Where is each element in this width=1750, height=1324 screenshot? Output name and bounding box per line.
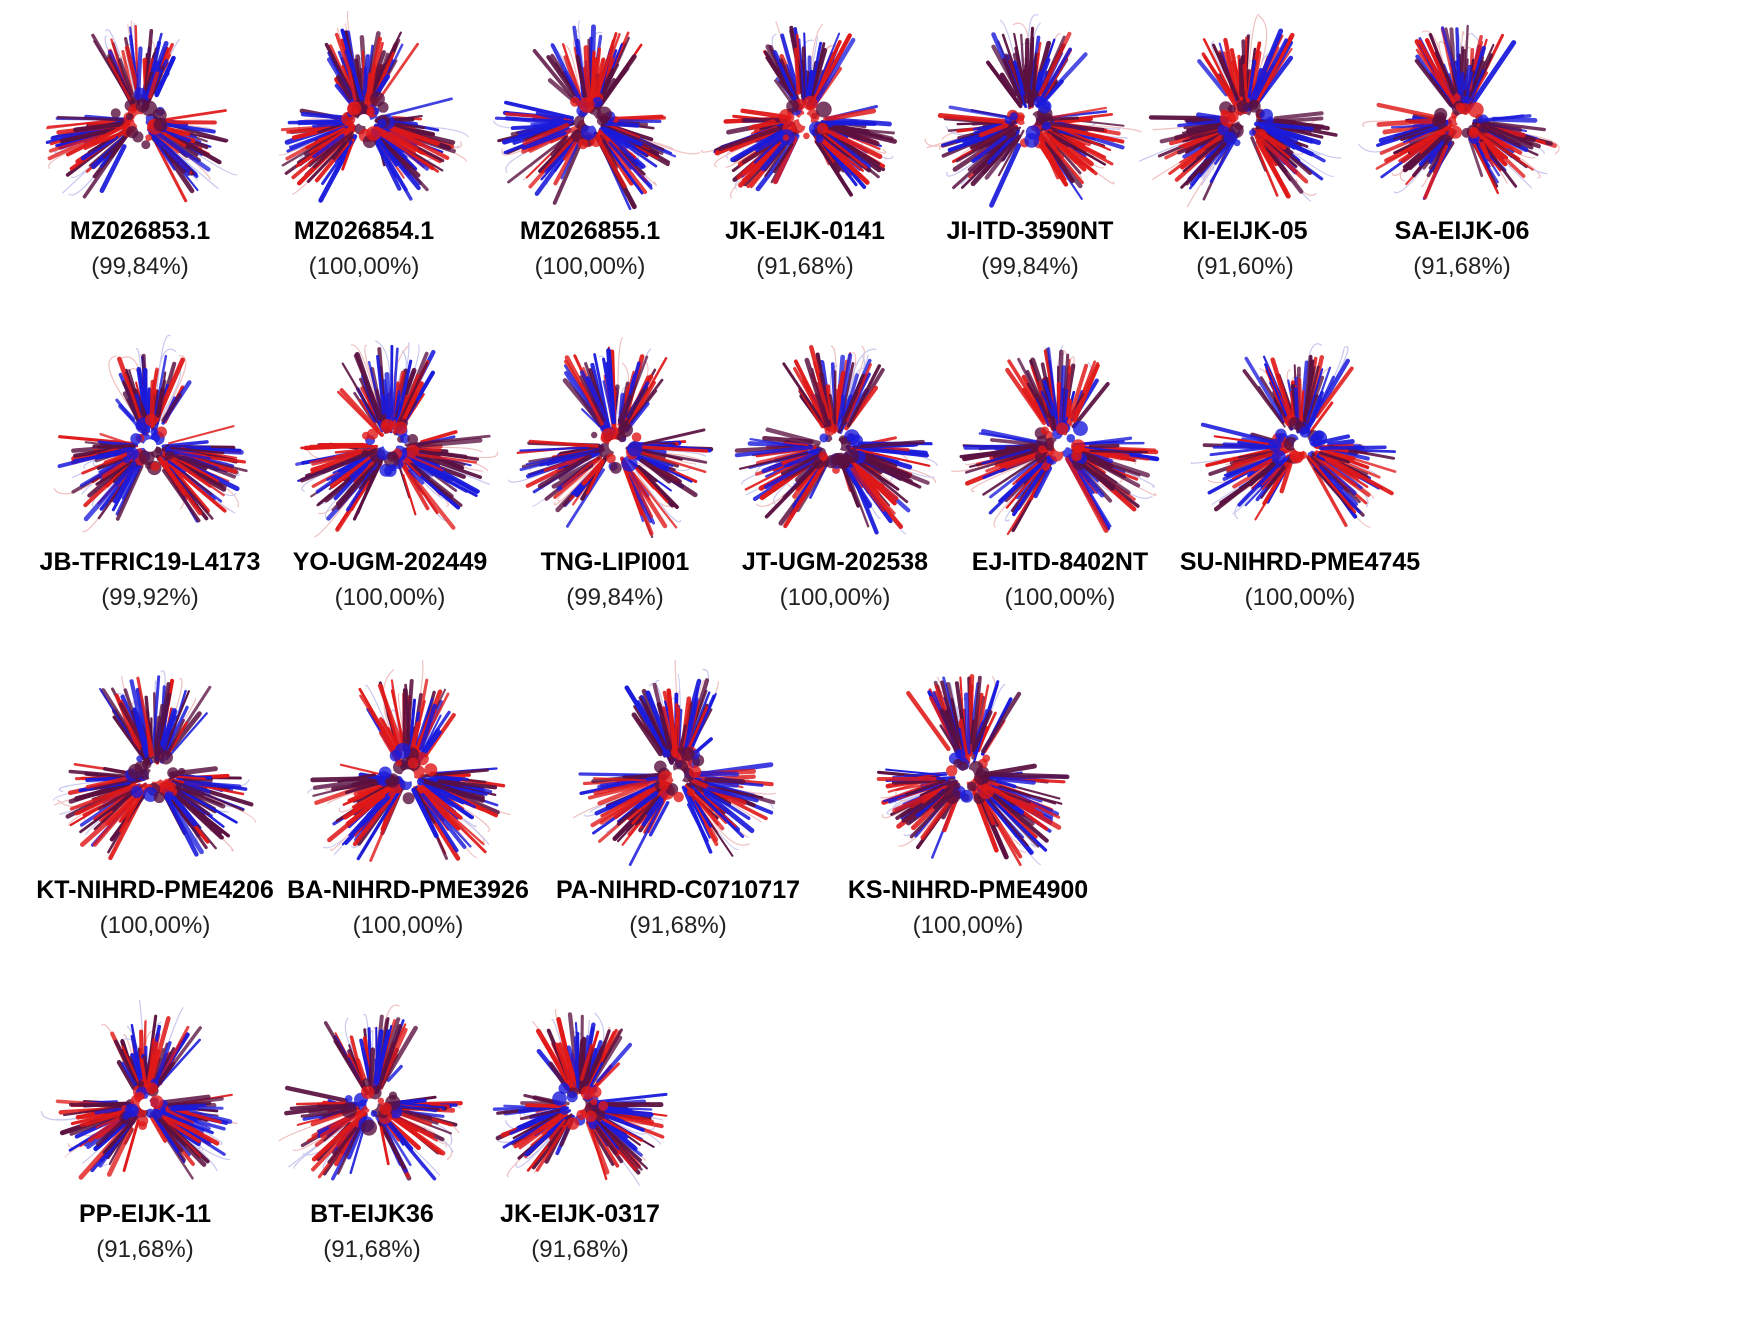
identity-percentage-label: (99,92%) — [101, 584, 199, 611]
trimer-structure-image — [734, 345, 939, 535]
identity-percentage-label: (100,00%) — [308, 253, 420, 280]
trimer-structure-image — [508, 337, 714, 539]
identity-percentage-label: (99,84%) — [91, 253, 189, 280]
strain-name-label: SU-NIHRD-PME4745 — [1179, 548, 1421, 576]
strain-name-label: PA-NIHRD-C0710717 — [555, 876, 801, 904]
strain-name-label: KS-NIHRD-PME4900 — [847, 876, 1089, 904]
strain-name-label: MZ026853.1 — [69, 217, 211, 245]
strain-name-label: JT-UGM-202538 — [741, 548, 929, 576]
identity-percentage-label: (91,68%) — [756, 253, 854, 280]
trimer-structure-image — [1190, 343, 1397, 528]
strain-name-label: JK-EIJK-0141 — [725, 217, 885, 245]
identity-percentage-label: (99,84%) — [981, 253, 1079, 280]
strain-name-label: EJ-ITD-8402NT — [971, 548, 1149, 576]
strain-name-label: KT-NIHRD-PME4206 — [36, 876, 274, 904]
identity-percentage-label: (100,00%) — [352, 912, 464, 939]
identity-percentage-label: (100,00%) — [334, 584, 446, 611]
identity-percentage-label: (100,00%) — [779, 584, 891, 611]
strain-name-label: TNG-LIPI001 — [540, 548, 690, 576]
trimer-structure-image — [295, 340, 499, 538]
identity-percentage-label: (91,68%) — [629, 912, 727, 939]
trimer-structure-image — [278, 1004, 463, 1181]
identity-percentage-label: (91,60%) — [1196, 253, 1294, 280]
strain-name-label: BA-NIHRD-PME3926 — [287, 876, 529, 904]
identity-percentage-label: (91,68%) — [323, 1236, 421, 1263]
identity-percentage-label: (91,68%) — [96, 1236, 194, 1263]
trimer-structure-image — [278, 10, 469, 203]
strain-name-label: JI-ITD-3590NT — [946, 217, 1114, 245]
identity-percentage-label: (100,00%) — [912, 912, 1024, 939]
trimer-structure-image — [307, 660, 511, 862]
trimer-structure-image — [950, 345, 1160, 536]
strain-name-label: JK-EIJK-0317 — [500, 1200, 660, 1228]
trimer-structure-image — [492, 1009, 668, 1186]
strain-name-label: KI-EIJK-05 — [1182, 217, 1308, 245]
strain-name-label: SA-EIJK-06 — [1394, 217, 1530, 245]
strain-name-label: BT-EIJK36 — [310, 1200, 434, 1228]
trimer-structure-image — [53, 334, 248, 533]
strain-name-label: PP-EIJK-11 — [78, 1200, 211, 1228]
trimer-structure-image — [572, 660, 776, 867]
identity-percentage-label: (100,00%) — [99, 912, 211, 939]
identity-percentage-label: (91,68%) — [531, 1236, 629, 1263]
strain-name-label: JB-TFRIC19-L4173 — [39, 548, 261, 576]
trimer-structure-image — [924, 14, 1142, 208]
strain-name-label: MZ026855.1 — [519, 217, 661, 245]
trimer-structure-image — [40, 1000, 238, 1180]
trimer-structure-image — [45, 20, 238, 203]
identity-percentage-label: (100,00%) — [1004, 584, 1116, 611]
strain-name-label: YO-UGM-202449 — [292, 548, 488, 576]
trimer-structure-image — [492, 20, 701, 210]
trimer-structure-image — [700, 21, 898, 199]
trimer-structure-image — [1138, 14, 1342, 208]
identity-percentage-label: (100,00%) — [1244, 584, 1356, 611]
strain-name-label: MZ026854.1 — [293, 217, 435, 245]
trimer-structure-image — [876, 673, 1070, 867]
identity-percentage-label: (99,84%) — [566, 584, 664, 611]
identity-percentage-label: (100,00%) — [534, 253, 646, 280]
trimer-structure-image — [52, 670, 257, 861]
trimer-structure-image — [1358, 24, 1560, 201]
identity-percentage-label: (91,68%) — [1413, 253, 1511, 280]
